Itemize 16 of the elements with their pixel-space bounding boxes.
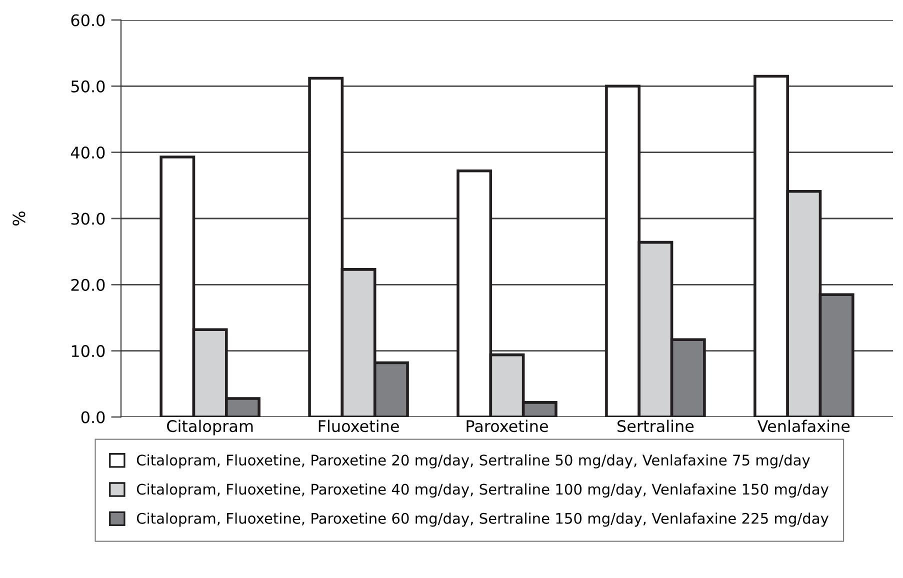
x-tick-label: Citalopram (167, 420, 253, 436)
y-tick-label: 10.0 (72, 345, 105, 358)
y-tick-label: 0.0 (81, 411, 105, 424)
x-tick-label: Fluoxetine (318, 420, 399, 432)
y-tick-label: 60.0 (71, 14, 105, 26)
x-tick-label: Venlafaxine (757, 420, 850, 432)
y-axis-title: % (12, 212, 26, 226)
legend-label: Citalopram, Fluoxetine, Paroxetine 40 mg/day, Sertraline 100 mg/day, Venlafaxine 150 mg/day (136, 483, 829, 498)
x-tick-label: Paroxetine (466, 420, 548, 432)
y-tick-label: 20.0 (71, 278, 105, 291)
y-tick-label: 40.0 (70, 146, 105, 159)
legend-label: Citalopram, Fluoxetine, Paroxetine 20 mg/day, Sertraline 50 mg/day, Venlafaxine 75 mg/day (136, 454, 810, 468)
legend-label: Citalopram, Fluoxetine, Paroxetine 60 mg/day, Sertraline 150 mg/day, Venlafaxine 225 mg/day (136, 512, 829, 527)
y-tick-label: 50.0 (71, 80, 105, 92)
x-tick-label: Sertraline (618, 420, 694, 432)
y-tick-label: 30.0 (71, 212, 105, 225)
